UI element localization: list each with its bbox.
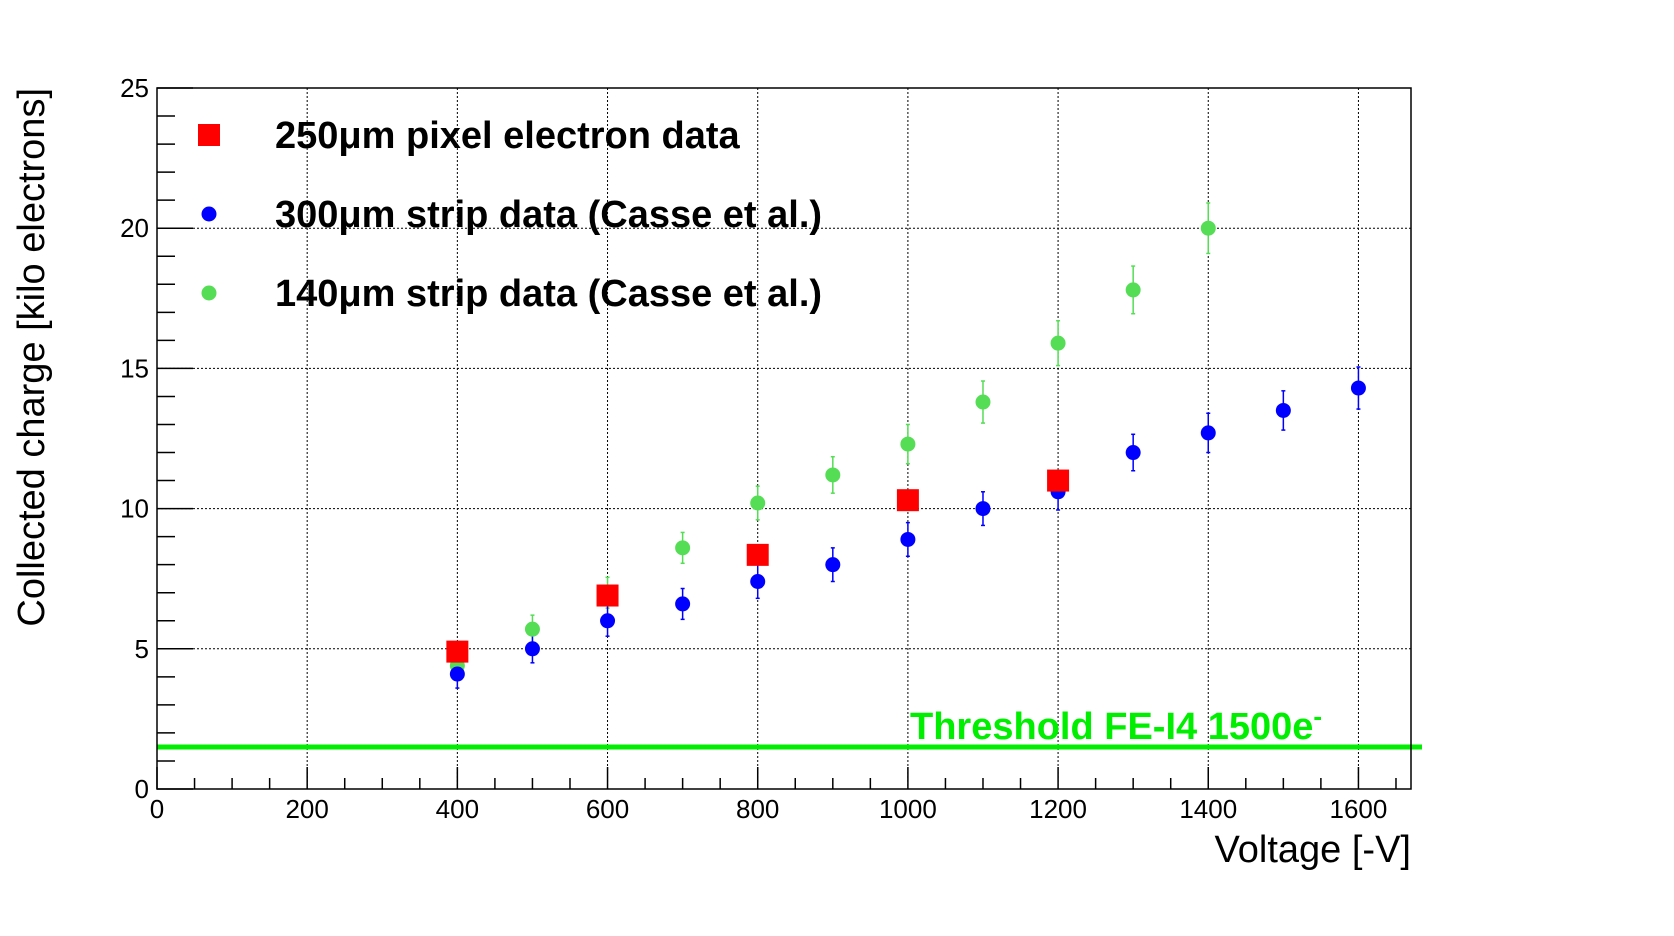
threshold-label: Threshold FE-I4 1500e- [910, 701, 1322, 748]
data-point-circle [1200, 220, 1216, 236]
y-tick-label: 0 [135, 774, 149, 804]
x-tick-label: 1200 [1029, 794, 1087, 824]
x-tick-label: 1400 [1179, 794, 1237, 824]
y-tick-label: 10 [120, 494, 149, 524]
x-tick-label: 0 [150, 794, 164, 824]
data-point-circle [600, 613, 616, 629]
threshold-label-main: Threshold FE-I4 1500e [910, 706, 1313, 748]
legend: 250μm pixel electron data 300μm strip dat… [198, 115, 822, 315]
data-point-square [896, 489, 919, 512]
threshold-label-superscript: - [1313, 701, 1322, 731]
y-axis-title: Collected charge [kilo electrons] [11, 88, 53, 627]
x-tick-label: 400 [436, 794, 479, 824]
axis-titles: Voltage [-V] Collected charge [kilo elec… [11, 88, 1411, 871]
x-tick-label: 600 [586, 794, 629, 824]
x-tick-label: 800 [736, 794, 779, 824]
y-tick-label: 20 [120, 213, 149, 243]
data-point-circle [524, 641, 540, 657]
data-point-circle [900, 436, 916, 452]
x-tick-label: 1600 [1330, 794, 1388, 824]
data-point-circle [750, 495, 766, 511]
data-point-circle [675, 596, 691, 612]
data-markers [446, 220, 1366, 682]
data-point-square [596, 584, 619, 607]
x-tick-label: 1000 [879, 794, 937, 824]
legend-marker-circle [201, 285, 217, 301]
data-point-circle [1125, 282, 1141, 298]
data-point-circle [1350, 380, 1366, 396]
plot-frame [156, 87, 1412, 790]
y-tick-label: 15 [120, 353, 149, 383]
data-point-circle [1200, 425, 1216, 441]
data-point-circle [1050, 335, 1066, 351]
data-point-circle [825, 467, 841, 483]
data-point-circle [675, 540, 691, 556]
x-tick-label: 200 [285, 794, 328, 824]
legend-marker-circle [201, 206, 217, 222]
data-point-square [446, 640, 469, 663]
data-point-circle [975, 501, 991, 517]
data-point-circle [975, 394, 991, 410]
data-point-square [1047, 469, 1070, 492]
x-axis-title: Voltage [-V] [1215, 829, 1411, 871]
y-tick-label: 25 [120, 73, 149, 103]
legend-label: 140μm strip data (Casse et al.) [275, 273, 822, 315]
data-point-circle [825, 557, 841, 573]
legend-marker-square [198, 124, 220, 146]
legend-label: 250μm pixel electron data [275, 115, 741, 157]
y-tick-label: 5 [135, 634, 149, 664]
data-point-circle [750, 574, 766, 590]
data-point-circle [900, 531, 916, 547]
data-point-square [746, 543, 769, 566]
data-point-circle [1125, 445, 1141, 461]
data-point-circle [1275, 402, 1291, 418]
legend-label: 300μm strip data (Casse et al.) [275, 194, 822, 236]
data-point-circle [524, 621, 540, 637]
data-point-circle [449, 666, 465, 682]
axes: 0 200 400 600 800 1000 1200 1400 1600 0 5 10 15 20 25 [120, 73, 1412, 824]
